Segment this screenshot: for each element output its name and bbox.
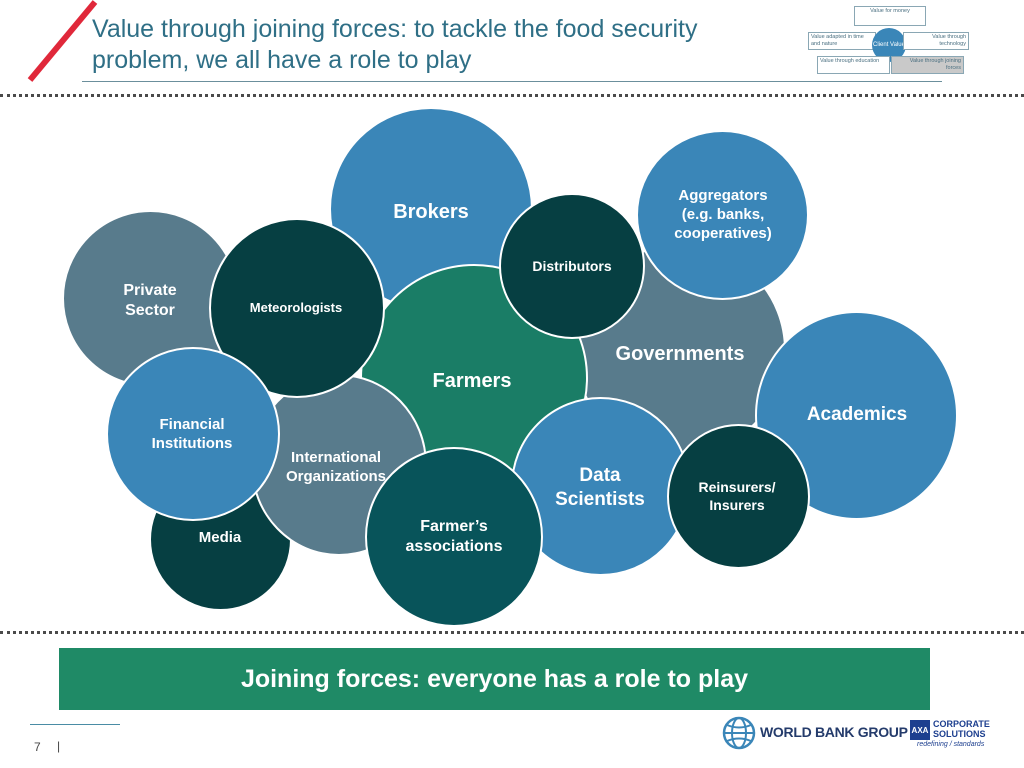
bubble-reinsurers <box>667 424 810 569</box>
page-title-line-1: Value through joining forces: to tackle … <box>92 15 698 43</box>
label-brokers: Brokers <box>393 201 469 223</box>
mini-value-joining-forces: Value through joining forces <box>891 56 964 74</box>
label-data-scientists: Data Scientists <box>555 465 645 510</box>
label-distributors: Distributors <box>532 258 612 274</box>
bubble-aggregators <box>636 130 809 300</box>
title-divider <box>82 81 942 82</box>
axa-tagline: redefining / standards <box>917 741 985 748</box>
axa-logo-text-line-2: SOLUTIONS <box>933 729 986 739</box>
label-media: Media <box>198 529 242 546</box>
page-number: 7 <box>34 740 41 754</box>
axa-logo-text-line-1: CORPORATE <box>933 719 990 729</box>
label-international-organizations: International Organizations <box>285 449 386 485</box>
label-financial-institutions: Financial Institutions <box>151 416 233 452</box>
mini-value-education: Value through education <box>817 56 890 74</box>
label-meteorologists: Meteorologists <box>249 300 343 315</box>
dotted-divider-bottom <box>0 631 1024 634</box>
label-farmers-associations: Farmer’s associations <box>405 518 503 555</box>
mini-value-for-money: Value for money <box>854 6 926 26</box>
banner-text: Joining forces: everyone has a role to p… <box>240 664 749 693</box>
footer-divider <box>30 724 120 725</box>
axa-logo-mark: AXA <box>910 720 930 740</box>
bubble-distributors <box>499 193 645 339</box>
page-title-line-2: problem, we all have a role to play <box>92 46 472 74</box>
label-academics: Academics <box>806 404 908 425</box>
red-slash-decoration <box>27 0 98 82</box>
label-private-sector: Private Sector <box>123 282 177 319</box>
page-title: Value through joining forces: to tackle … <box>92 14 792 76</box>
bubble-financial-institutions <box>106 347 280 521</box>
mini-value-technology: Value through technology <box>903 32 969 50</box>
label-governments: Governments <box>615 343 745 365</box>
dotted-divider-top <box>0 94 1024 97</box>
label-aggregators: Aggregators (e.g. banks, cooperatives) <box>674 187 772 242</box>
label-farmers: Farmers <box>432 370 512 392</box>
world-bank-globe-icon <box>722 716 756 750</box>
page-separator: | <box>57 739 61 753</box>
joining-forces-banner: Joining forces: everyone has a role to p… <box>59 648 930 710</box>
mini-value-adapted: Value adapted in time and nature <box>808 32 876 50</box>
label-reinsurers: Reinsurers/ Insurers <box>698 479 776 513</box>
world-bank-group-logo-text: WORLD BANK GROUP <box>760 724 908 740</box>
bubble-farmers-associations <box>365 447 543 627</box>
